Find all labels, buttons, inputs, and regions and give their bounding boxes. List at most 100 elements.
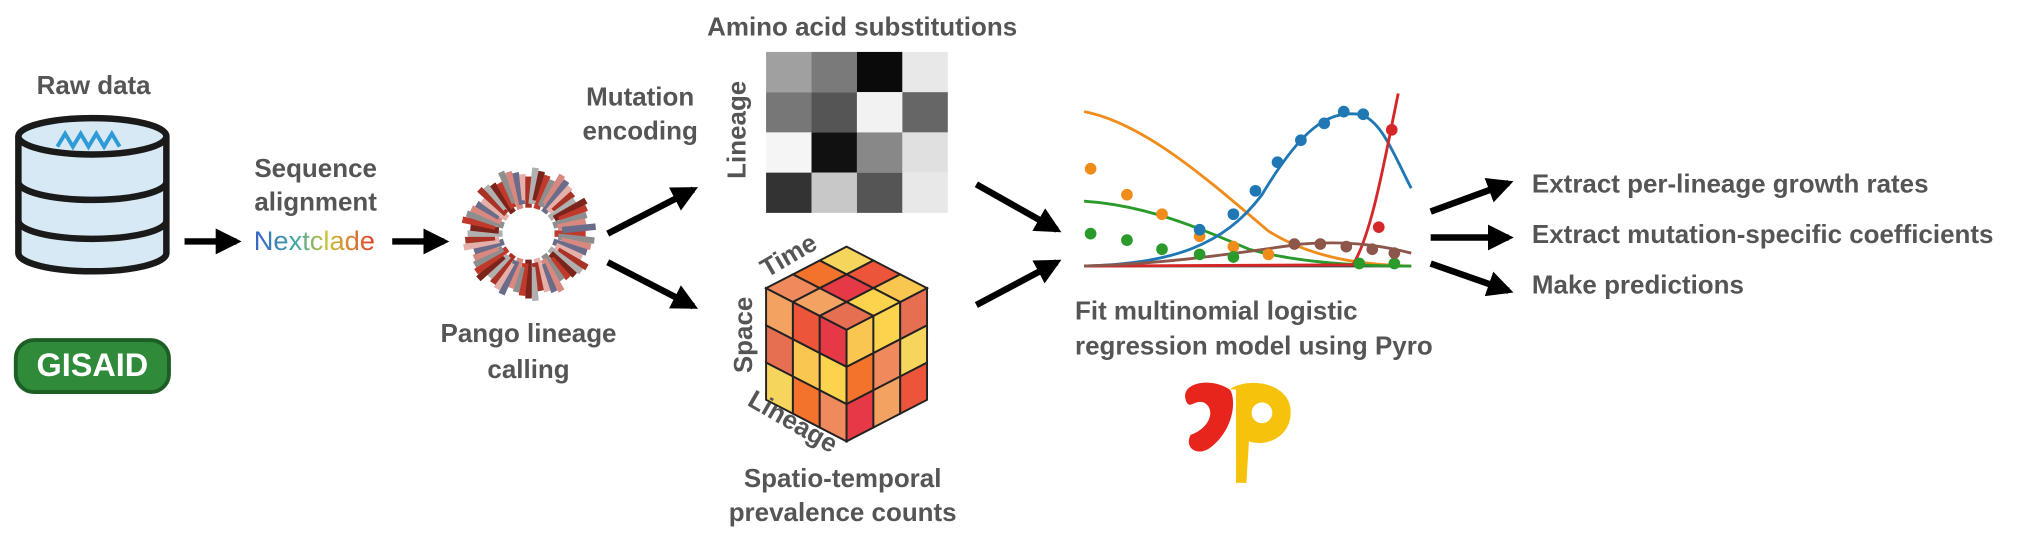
tree-branch xyxy=(547,197,577,222)
tree-branch xyxy=(548,256,571,281)
tree-branch xyxy=(476,253,506,282)
tree-branch xyxy=(490,252,516,285)
model-point xyxy=(1353,257,1366,270)
model-point xyxy=(1318,117,1331,130)
arrow xyxy=(1429,260,1514,297)
tree-branch xyxy=(483,184,509,211)
arrow xyxy=(606,186,699,237)
tree-branch xyxy=(556,247,589,271)
lineage-calling-label: Pango lineage xyxy=(441,318,617,348)
tree-branch xyxy=(557,218,587,231)
cube-axis-label: Space xyxy=(728,297,758,373)
model-label: regression model using Pyro xyxy=(1075,331,1433,361)
tree-branch xyxy=(558,204,588,223)
lineage-calling-label: calling xyxy=(487,354,569,384)
model-point xyxy=(1262,248,1275,261)
prevalence-label: Spatio-temporal xyxy=(744,463,942,493)
tree-center xyxy=(505,210,552,258)
matrix-cell xyxy=(856,132,903,173)
tree-branch xyxy=(551,191,576,214)
tree-branch xyxy=(547,246,583,275)
model-point xyxy=(1193,223,1206,236)
tree-branch xyxy=(505,170,524,210)
matrix-cell xyxy=(766,92,812,133)
tree-branch xyxy=(552,211,588,229)
arrow xyxy=(606,259,699,310)
model-point xyxy=(1385,123,1398,136)
mutation-encoding-label: Mutation xyxy=(586,82,694,112)
gisaid-text: GISAID xyxy=(37,347,149,383)
arrow xyxy=(974,181,1062,233)
matrix-cell xyxy=(856,172,903,213)
tree-branch xyxy=(537,178,556,208)
output-label: Make predictions xyxy=(1532,270,1744,300)
tree-branch xyxy=(554,242,584,261)
tree-branch xyxy=(473,238,505,255)
model-point xyxy=(1372,221,1385,234)
matrix-cell xyxy=(902,51,948,93)
matrix-axis-label: Lineage xyxy=(722,81,752,179)
tree-branch xyxy=(533,174,551,210)
model-point xyxy=(1121,188,1133,201)
alignment-label: Sequence xyxy=(254,153,377,183)
substitution-matrix xyxy=(766,51,948,213)
tree-branch xyxy=(498,170,518,205)
matrix-cell xyxy=(811,51,857,93)
pyro-logo xyxy=(1185,382,1291,483)
model-point xyxy=(1084,162,1097,175)
tree-branch xyxy=(465,210,505,229)
model-point xyxy=(1156,243,1168,256)
tree-branch xyxy=(507,257,524,289)
model-point xyxy=(1227,240,1240,253)
model-point xyxy=(1084,227,1097,240)
tree-branch xyxy=(498,259,520,296)
tree-branch xyxy=(548,251,578,278)
tree-branch xyxy=(540,257,565,293)
tree-branch xyxy=(528,167,539,205)
output-label: Extract mutation-specific coefficients xyxy=(1532,219,1994,249)
tree-branch xyxy=(490,182,516,215)
tree-branch xyxy=(541,179,570,215)
tree-branch xyxy=(552,238,588,256)
cube-cell xyxy=(817,300,876,331)
tree-branch xyxy=(519,173,529,201)
tree-branch xyxy=(493,261,515,291)
model-point xyxy=(1357,108,1370,121)
tree-branch xyxy=(518,263,529,296)
tree-branch xyxy=(561,223,596,234)
model-point xyxy=(1340,240,1353,253)
alignment-label: alignment xyxy=(254,187,377,217)
matrix-cell xyxy=(902,132,948,173)
tree-branch xyxy=(539,263,558,294)
tree-branch xyxy=(463,236,501,251)
model-point xyxy=(1227,208,1240,221)
tree-branch xyxy=(470,205,503,225)
tree-branch xyxy=(531,262,544,292)
tree-branch xyxy=(480,197,510,222)
mutation-encoding-label: encoding xyxy=(582,115,697,145)
matrix-cell xyxy=(766,172,812,213)
tree-branch xyxy=(472,245,505,268)
tree-branch xyxy=(533,257,551,293)
model-point xyxy=(1314,238,1327,250)
tree-branch xyxy=(532,170,545,202)
model-points xyxy=(1084,105,1401,270)
model-point xyxy=(1193,248,1206,261)
tree-branch xyxy=(552,197,588,222)
model-point xyxy=(1249,184,1262,197)
prevalence-label: prevalence counts xyxy=(729,497,957,527)
tree-branch xyxy=(474,246,510,275)
tree-branch xyxy=(528,266,539,302)
model-point xyxy=(1288,238,1301,250)
tree-branch xyxy=(542,173,566,207)
model-point xyxy=(1337,105,1350,118)
arrow xyxy=(974,259,1062,308)
gisaid-logo: GISAID xyxy=(13,338,171,394)
matrix-cell xyxy=(766,51,812,93)
matrix-cell xyxy=(811,92,857,133)
model-point xyxy=(1388,247,1401,259)
model-point xyxy=(1227,251,1240,263)
matrix-title: Amino acid substitutions xyxy=(707,11,1017,41)
